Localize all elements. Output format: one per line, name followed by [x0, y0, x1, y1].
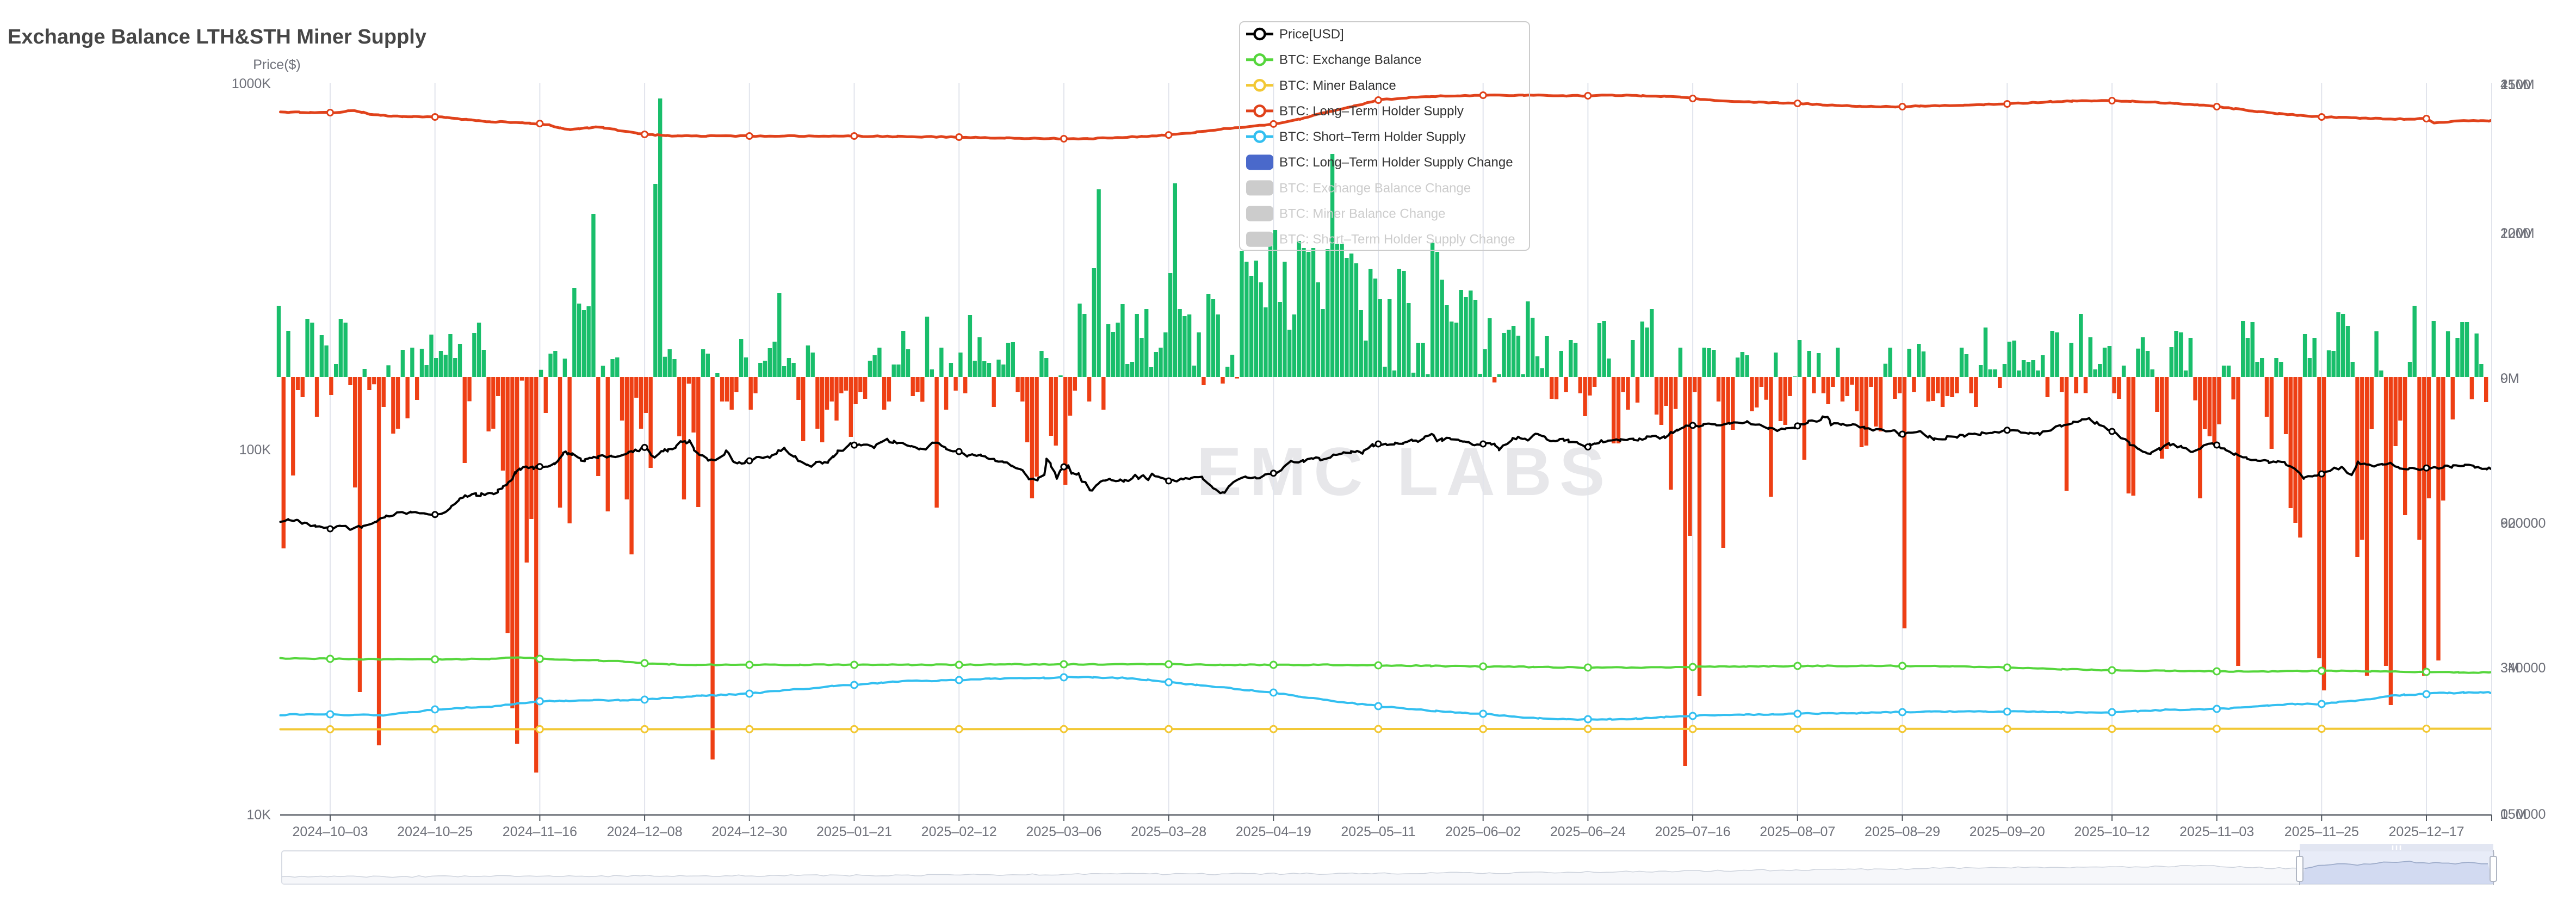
svg-text:050000: 050000 — [2500, 807, 2546, 822]
svg-text:2024–10–03: 2024–10–03 — [292, 824, 368, 839]
svg-text:2025–08–29: 2025–08–29 — [1865, 824, 1940, 839]
svg-text:2025–11–03: 2025–11–03 — [2179, 824, 2254, 839]
svg-text:2025–02–12: 2025–02–12 — [921, 824, 997, 839]
svg-text:2025–01–21: 2025–01–21 — [816, 824, 892, 839]
svg-text:2025–09–20: 2025–09–20 — [1970, 824, 2045, 839]
svg-text:2025–04–19: 2025–04–19 — [1236, 824, 1311, 839]
svg-text:2025–06–24: 2025–06–24 — [1550, 824, 1626, 839]
svg-text:EMC LABS: EMC LABS — [1197, 434, 1613, 510]
svg-text:2025–06–02: 2025–06–02 — [1445, 824, 1521, 839]
svg-text:BTC: Exchange Balance Change: BTC: Exchange Balance Change — [1279, 181, 1471, 195]
svg-text:BTC: Miner Balance Change: BTC: Miner Balance Change — [1279, 207, 1445, 221]
svg-text:0M: 0M — [2500, 371, 2519, 386]
svg-text:Price[USD]: Price[USD] — [1279, 27, 1344, 42]
svg-text:BTC: Short–Term Holder Supply: BTC: Short–Term Holder Supply — [1279, 129, 1466, 144]
svg-text:1000K: 1000K — [232, 76, 271, 91]
svg-text:Price($): Price($) — [253, 57, 301, 72]
svg-text:2000: 2000 — [2500, 226, 2531, 241]
svg-text:10M: 10M — [2500, 226, 2527, 241]
svg-text:2025–07–16: 2025–07–16 — [1655, 824, 1731, 839]
svg-text:15M: 15M — [2500, 807, 2527, 822]
svg-text:2025–10–12: 2025–10–12 — [2074, 824, 2150, 839]
svg-text:2025–11–25: 2025–11–25 — [2284, 824, 2359, 839]
svg-text:2024–10–25: 2024–10–25 — [397, 824, 473, 839]
svg-text:2100: 2100 — [2500, 77, 2531, 92]
svg-text:2025–03–06: 2025–03–06 — [1026, 824, 1101, 839]
svg-text:2025–03–28: 2025–03–28 — [1131, 824, 1206, 839]
svg-text:2024–12–08: 2024–12–08 — [607, 824, 683, 839]
svg-text:BTC: Short–Term Holder Supply: BTC: Short–Term Holder Supply Change — [1279, 232, 1515, 247]
svg-text:0: 0 — [2500, 807, 2508, 822]
svg-text:BTC: Long–Term Holder Supply: BTC: Long–Term Holder Supply — [1279, 104, 1464, 119]
svg-text:2025–12–17: 2025–12–17 — [2388, 824, 2464, 839]
svg-text:10K: 10K — [247, 807, 271, 823]
svg-text:450M: 450M — [2500, 77, 2535, 92]
svg-text:100K: 100K — [239, 442, 271, 458]
svg-text:220M: 220M — [2500, 226, 2535, 241]
svg-text:90000: 90000 — [2500, 516, 2538, 531]
svg-text:2025–05–11: 2025–05–11 — [1341, 824, 1415, 839]
svg-text:Exchange Balance LTH&STH Miner: Exchange Balance LTH&STH Miner Supply — [8, 26, 426, 48]
svg-text:2024–12–30: 2024–12–30 — [711, 824, 787, 839]
svg-text:15M: 15M — [2500, 77, 2527, 92]
svg-text:340000: 340000 — [2500, 660, 2546, 676]
svg-text:BTC: Exchange Balance: BTC: Exchange Balance — [1279, 53, 1421, 67]
svg-text:2025–08–07: 2025–08–07 — [1760, 824, 1835, 839]
svg-text:9M: 9M — [2500, 371, 2519, 386]
svg-text:3M: 3M — [2500, 660, 2519, 676]
svg-text:620000: 620000 — [2500, 516, 2546, 531]
svg-text:BTC: Long–Term Holder Supply C: BTC: Long–Term Holder Supply Change — [1279, 155, 1513, 170]
svg-text:BTC: Miner Balance: BTC: Miner Balance — [1279, 78, 1396, 93]
svg-text:2024–11–16: 2024–11–16 — [503, 824, 577, 839]
